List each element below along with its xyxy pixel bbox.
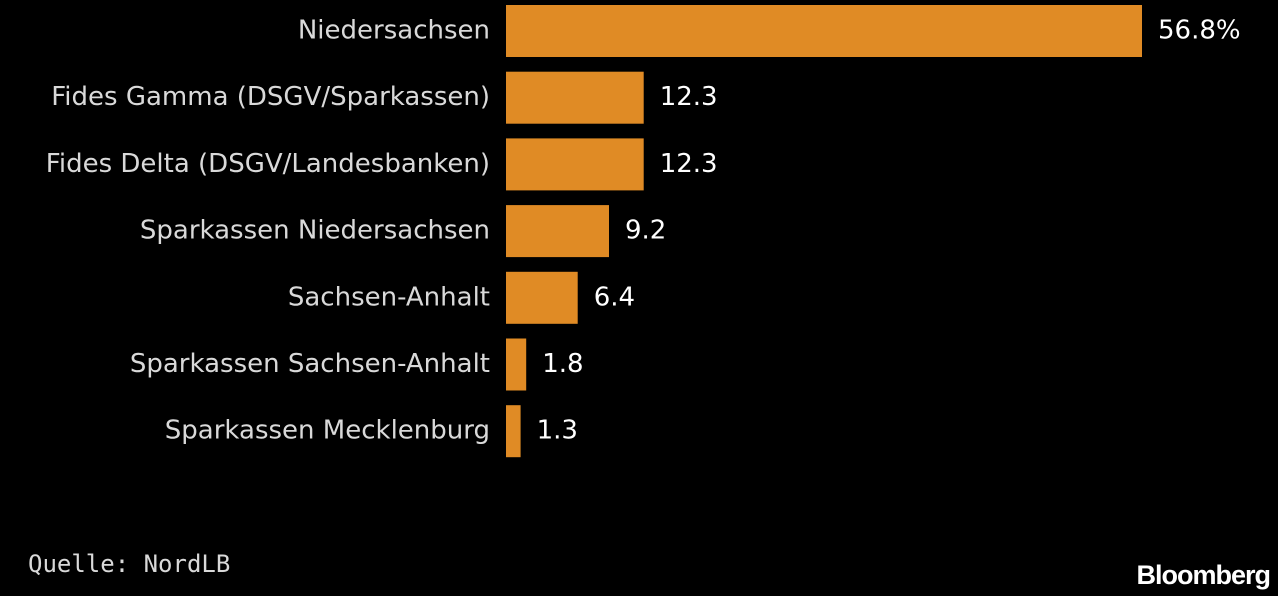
source-note: Quelle: NordLB [28, 550, 231, 578]
bar-sparkassen-mecklenburg [506, 405, 521, 458]
bar-sparkassen-niedersachsen [506, 205, 609, 258]
category-label-sachsen-anhalt: Sachsen-Anhalt [288, 282, 490, 312]
category-label-niedersachsen: Niedersachsen [298, 16, 490, 46]
value-label-sparkassen-sachsen-anhalt: 1.8 [542, 349, 583, 379]
bloomberg-logo: Bloomberg [1136, 560, 1271, 590]
category-label-sparkassen-mecklenburg: Sparkassen Mecklenburg [165, 416, 490, 446]
bars-layer [506, 5, 1142, 458]
category-label-fides-gamma-dsgv-sparkassen: Fides Gamma (DSGV/Sparkassen) [51, 82, 490, 112]
value-label-niedersachsen: 56.8% [1158, 16, 1241, 46]
bar-niedersachsen [506, 5, 1142, 57]
bar-fides-delta-dsgv-landesbanken [506, 138, 644, 191]
category-labels: Niedersachsen Fides Gamma (DSGV/Sparkasse… [46, 16, 490, 446]
value-label-sachsen-anhalt: 6.4 [594, 282, 635, 312]
value-label-fides-gamma-dsgv-sparkassen: 12.3 [660, 82, 718, 112]
value-labels: 56.8% 12.3 12.3 9.2 6.4 1.8 1.3 [537, 16, 1241, 446]
value-label-sparkassen-mecklenburg: 1.3 [537, 416, 578, 446]
bar-sparkassen-sachsen-anhalt [506, 338, 527, 391]
category-label-sparkassen-niedersachsen: Sparkassen Niedersachsen [140, 216, 490, 246]
value-label-fides-delta-dsgv-landesbanken: 12.3 [660, 149, 718, 179]
bar-sachsen-anhalt [506, 271, 578, 324]
value-label-sparkassen-niedersachsen: 9.2 [625, 216, 666, 246]
category-label-fides-delta-dsgv-landesbanken: Fides Delta (DSGV/Landesbanken) [46, 149, 490, 179]
category-label-sparkassen-sachsen-anhalt: Sparkassen Sachsen-Anhalt [130, 349, 490, 379]
bar-fides-gamma-dsgv-sparkassen [506, 71, 644, 124]
